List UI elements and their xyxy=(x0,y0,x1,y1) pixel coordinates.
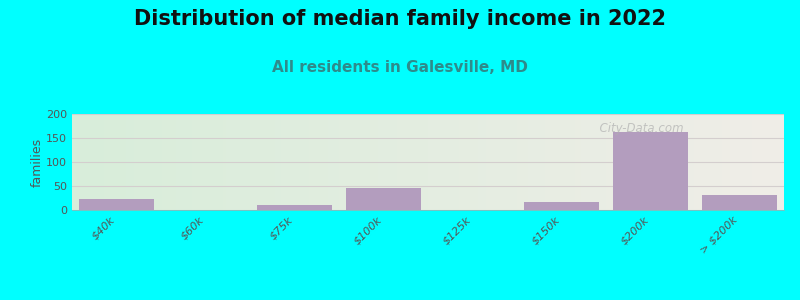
Bar xyxy=(613,132,688,210)
Bar xyxy=(702,195,778,210)
Text: Distribution of median family income in 2022: Distribution of median family income in … xyxy=(134,9,666,29)
Bar xyxy=(524,202,599,210)
Bar xyxy=(78,199,154,210)
Y-axis label: families: families xyxy=(30,137,43,187)
Text: City-Data.com: City-Data.com xyxy=(592,122,683,135)
Text: All residents in Galesville, MD: All residents in Galesville, MD xyxy=(272,60,528,75)
Bar xyxy=(257,205,332,210)
Bar xyxy=(346,188,422,210)
